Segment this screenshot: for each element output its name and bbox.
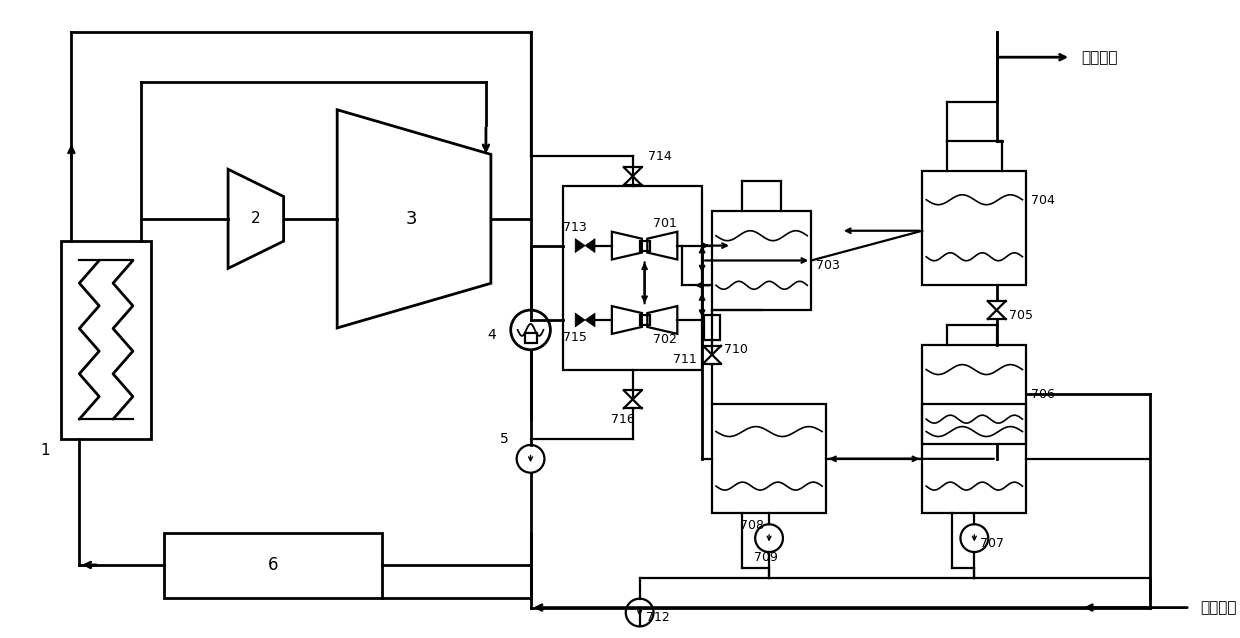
Bar [923,171,1027,285]
Text: 701: 701 [652,218,676,230]
Text: 702: 702 [652,333,676,346]
Text: 5: 5 [500,432,508,446]
Text: 6: 6 [268,556,278,574]
Text: 714: 714 [647,150,671,163]
Polygon shape [585,239,595,253]
Text: 1: 1 [40,443,50,458]
Text: 716: 716 [611,413,635,426]
Bar [712,404,826,514]
Text: 715: 715 [563,331,587,345]
Text: 热网水出: 热网水出 [1081,50,1117,64]
Bar [563,186,702,369]
Bar [923,404,1027,514]
Text: 热网水进: 热网水进 [1200,600,1236,615]
Text: 713: 713 [563,221,587,234]
Text: 2: 2 [250,211,260,226]
Text: 705: 705 [1008,309,1033,322]
Text: 4: 4 [487,328,496,342]
Text: 3: 3 [405,210,418,228]
Text: 712: 712 [646,611,670,624]
Bar [164,533,382,598]
Bar [923,345,1027,444]
Text: 703: 703 [816,259,839,272]
Text: 710: 710 [724,343,748,356]
Bar [640,241,650,251]
Bar [640,315,650,325]
Polygon shape [585,313,595,327]
Bar [704,315,720,340]
Bar [62,241,151,439]
Bar [712,211,811,310]
Text: 711: 711 [673,353,697,366]
Text: 707: 707 [980,537,1004,549]
Bar [525,333,537,343]
Text: 708: 708 [740,519,764,531]
Text: 706: 706 [1032,388,1055,401]
Text: 704: 704 [1032,195,1055,207]
Polygon shape [575,239,585,253]
Text: 709: 709 [754,551,777,565]
Polygon shape [575,313,585,327]
